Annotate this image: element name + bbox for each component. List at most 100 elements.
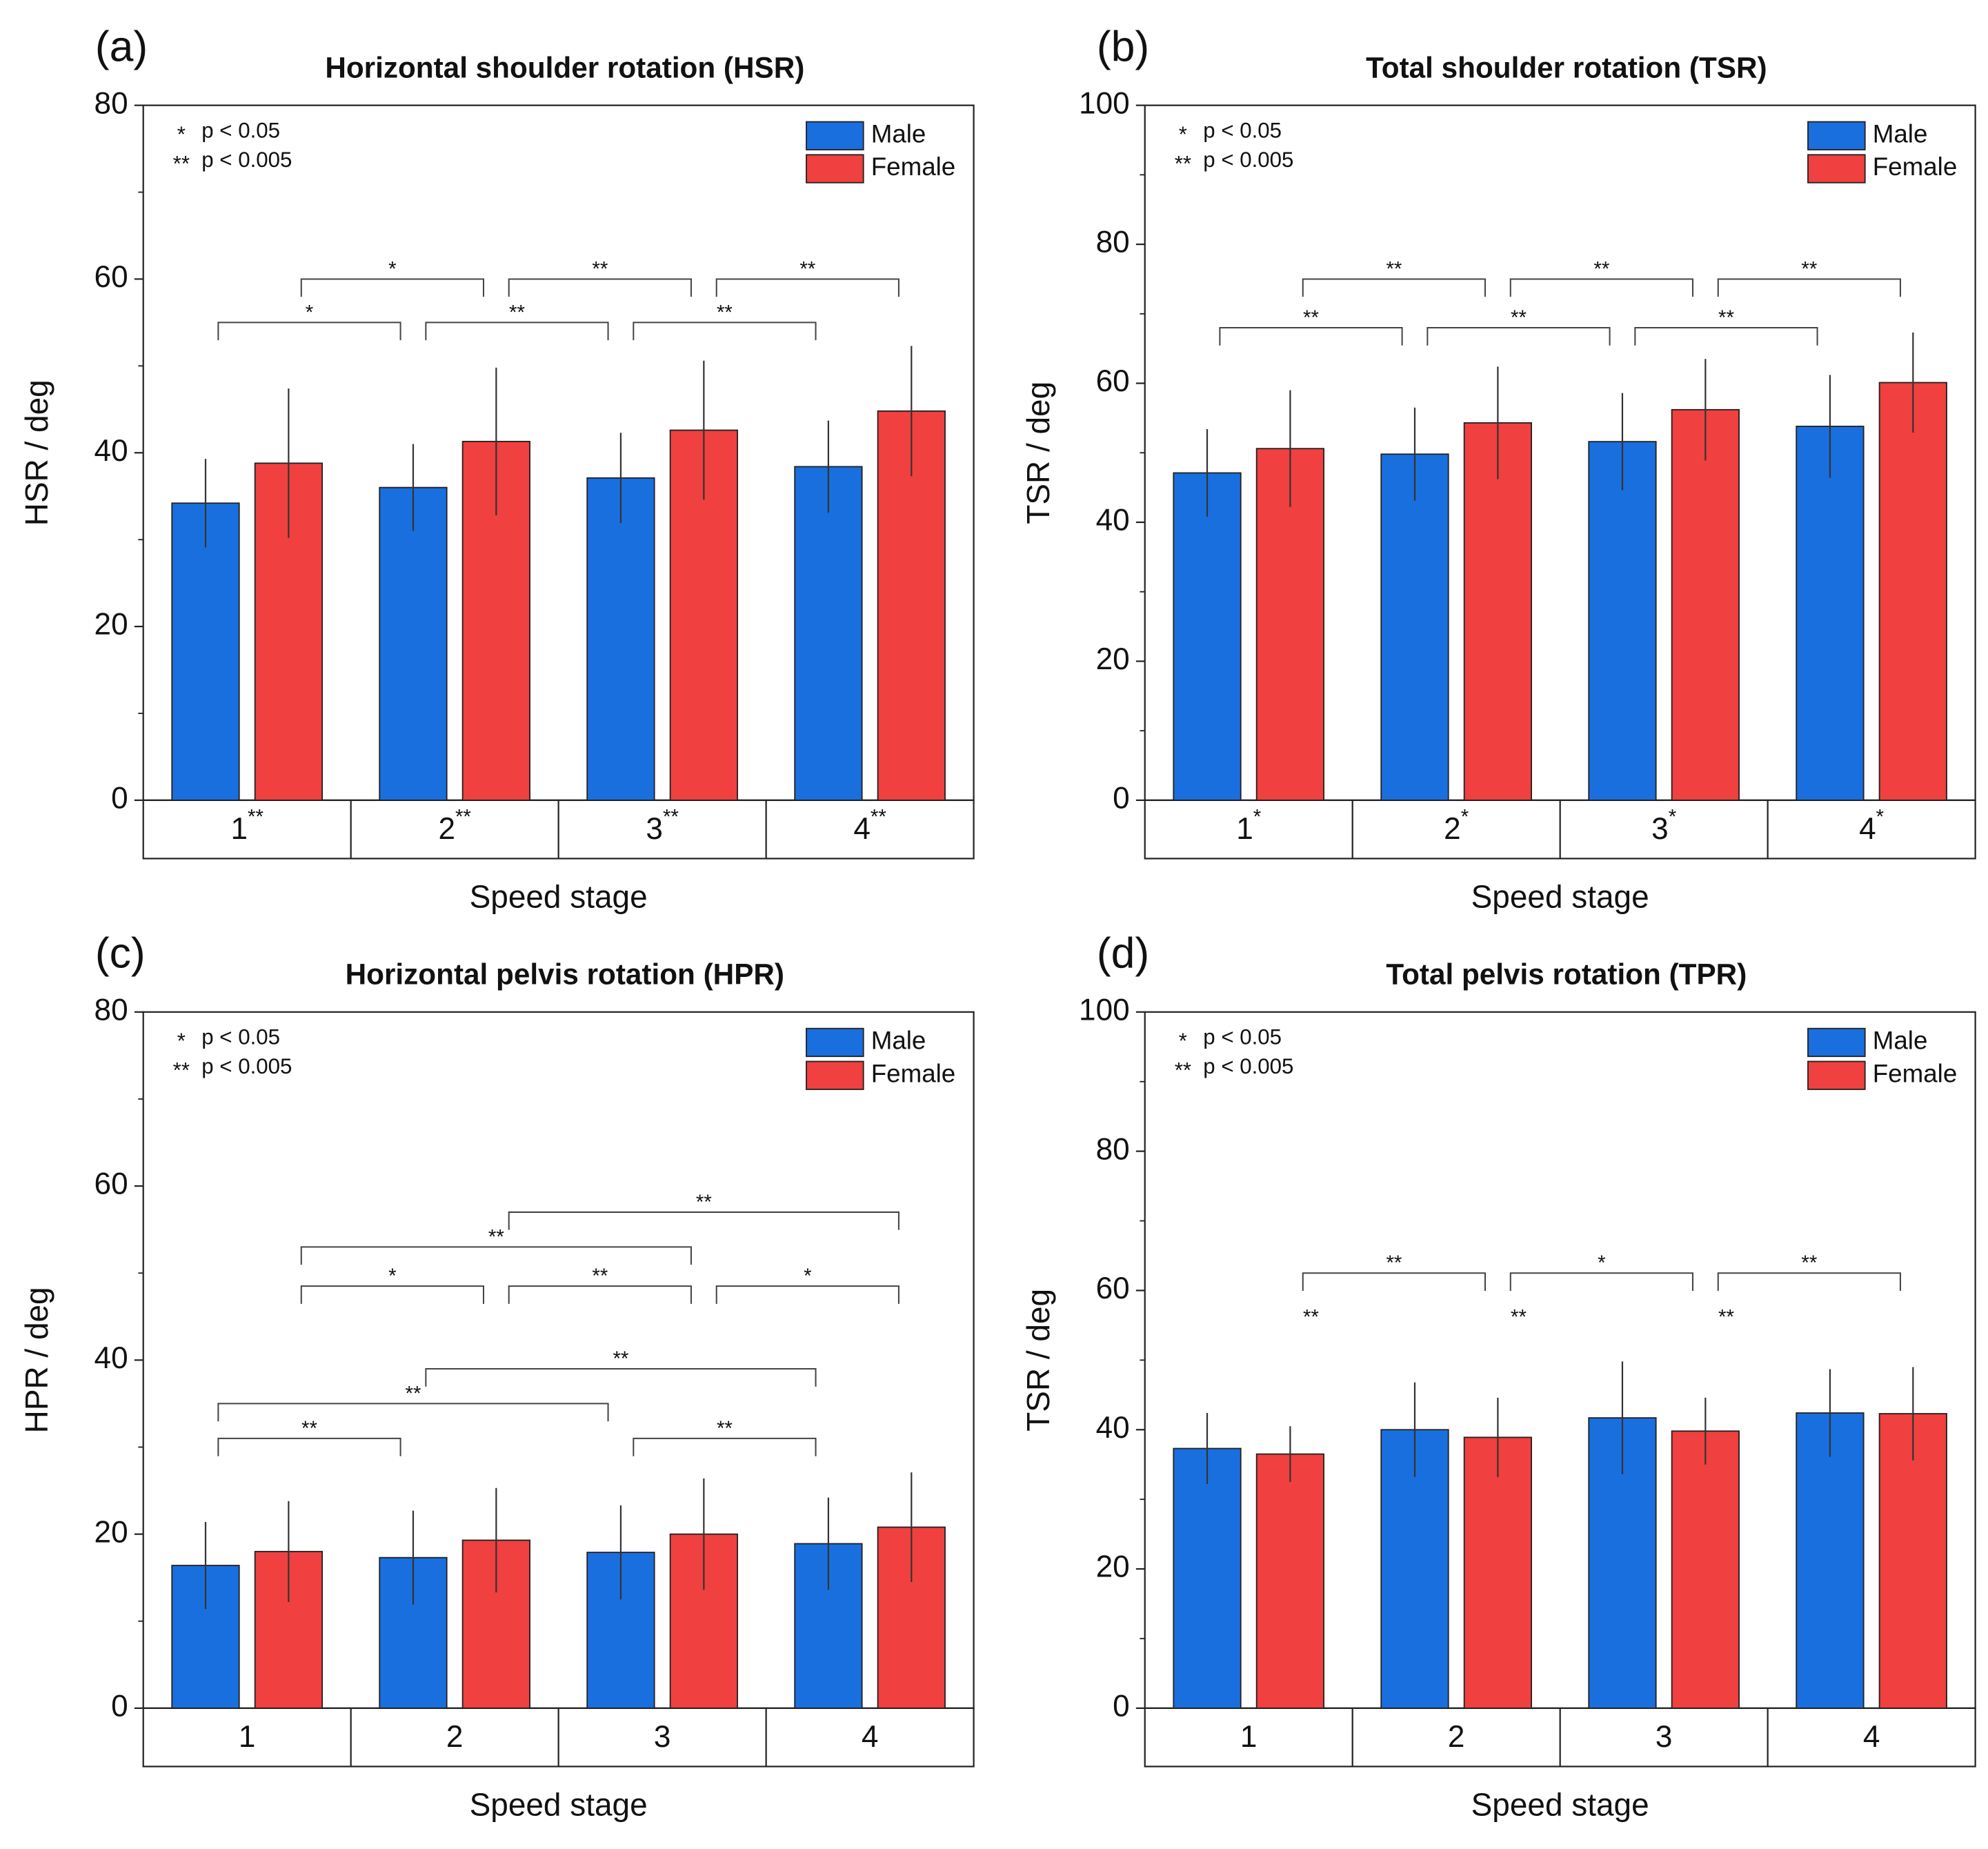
legend-label: Male (1873, 1027, 1928, 1055)
bar (1878, 382, 1947, 801)
note-symbol: * (177, 122, 186, 146)
legend-label: Female (1873, 1059, 1958, 1087)
significance-bracket (633, 1437, 817, 1456)
y-tick-label: 0 (111, 782, 128, 815)
significance-label: ** (1718, 1306, 1734, 1329)
significance-label: ** (301, 1417, 317, 1440)
y-tick-label: 40 (95, 434, 128, 468)
significance-label: ** (696, 1191, 712, 1214)
y-tick-label: 0 (1113, 1690, 1130, 1723)
significance-bracket (425, 1367, 817, 1387)
bar (1255, 1453, 1325, 1709)
significance-bracket (217, 322, 401, 341)
legend-swatch (806, 1027, 864, 1058)
x-tick-label: 3* (1651, 805, 1676, 845)
significance-bracket (217, 1437, 401, 1456)
y-tick-label: 40 (1096, 504, 1130, 537)
legend-label: Female (871, 1059, 956, 1087)
y-tick-label: 60 (95, 260, 128, 294)
note-symbol: * (1179, 122, 1187, 146)
bar (877, 410, 946, 801)
y-tick-label: 0 (1113, 782, 1130, 815)
legend-swatch (806, 154, 864, 184)
category-superscript: ** (455, 805, 471, 828)
category: 2 (438, 812, 455, 846)
category: 1 (230, 812, 248, 846)
chart-title: Horizontal pelvis rotation (HPR) (346, 958, 784, 991)
panel-label: (d) (1097, 929, 1149, 977)
note-text: p < 0.005 (201, 148, 292, 172)
bar (1671, 408, 1740, 801)
legend-label: Male (1873, 119, 1928, 148)
bar (171, 502, 240, 801)
significance-bracket (217, 1403, 609, 1422)
note-symbol: ** (173, 151, 190, 175)
y-axis-label: HSR / deg (19, 379, 54, 526)
significance-bracket (633, 322, 817, 341)
chart-title: Total shoulder rotation (TSR) (1366, 51, 1767, 83)
y-axis-label: HPR / deg (19, 1287, 54, 1433)
legend-swatch (1807, 121, 1866, 150)
x-axis-label: Speed stage (1471, 1786, 1649, 1822)
note-symbol: * (177, 1029, 186, 1053)
significance-bracket (1717, 278, 1901, 297)
significance-label: * (804, 1265, 811, 1287)
y-tick-label: 80 (95, 86, 128, 120)
panel-label: (a) (95, 22, 148, 70)
x-tick-label: 1 (239, 1720, 256, 1754)
category: 2 (1448, 1720, 1465, 1754)
significance-bracket (1219, 326, 1403, 346)
y-tick-label: 100 (1079, 86, 1130, 120)
category: 1 (1236, 812, 1253, 846)
legend-label: Male (871, 119, 926, 148)
category: 3 (1656, 1720, 1673, 1754)
significance-label: * (306, 301, 313, 324)
significance-label: ** (1303, 1306, 1319, 1329)
panel-label: (b) (1097, 22, 1149, 70)
x-tick-label: 4* (1859, 805, 1884, 845)
note-text: p < 0.05 (1203, 1025, 1282, 1049)
significance-bracket (715, 1285, 899, 1304)
significance-bracket (1509, 1272, 1693, 1291)
significance-bracket (508, 1285, 692, 1304)
significance-label: ** (799, 257, 815, 280)
significance-label: ** (1386, 257, 1402, 280)
significance-bracket (1427, 326, 1611, 346)
bar (1463, 1436, 1533, 1709)
category: 4 (1863, 1720, 1880, 1754)
category-superscript: * (1461, 805, 1469, 828)
y-tick-label: 0 (111, 1690, 128, 1723)
x-tick-label: 3** (646, 805, 678, 845)
bar (1796, 426, 1865, 801)
category-superscript: ** (871, 805, 886, 828)
significance-label: ** (717, 1417, 733, 1440)
category: 3 (654, 1720, 671, 1754)
significance-label: ** (592, 257, 608, 280)
legend-swatch (1807, 1027, 1866, 1058)
x-axis-label: Speed stage (470, 1786, 648, 1822)
bar (1588, 441, 1657, 801)
bar (1173, 1447, 1242, 1709)
category-superscript: * (1876, 805, 1884, 828)
significance-bracket (508, 278, 692, 297)
category: 3 (646, 812, 663, 846)
note-text: p < 0.005 (1203, 1054, 1293, 1078)
legend-swatch (1807, 154, 1866, 184)
significance-label: ** (1801, 257, 1817, 280)
x-tick-label: 2 (446, 1720, 464, 1754)
y-tick-label: 80 (95, 993, 128, 1027)
x-axis-label: Speed stage (1471, 878, 1649, 914)
category: 2 (446, 1720, 464, 1754)
y-tick-label: 80 (1096, 1132, 1130, 1166)
significance-label: ** (1511, 1306, 1527, 1329)
significance-label: ** (613, 1347, 628, 1370)
significance-bracket (1302, 1272, 1487, 1291)
significance-label: * (388, 1265, 396, 1287)
legend-swatch (806, 1060, 864, 1090)
chart-title: Horizontal shoulder rotation (HSR) (325, 51, 804, 83)
x-tick-label: 3 (654, 1720, 671, 1754)
significance-label: ** (488, 1225, 504, 1248)
significance-bracket (300, 1285, 484, 1304)
y-tick-label: 20 (1096, 642, 1130, 676)
